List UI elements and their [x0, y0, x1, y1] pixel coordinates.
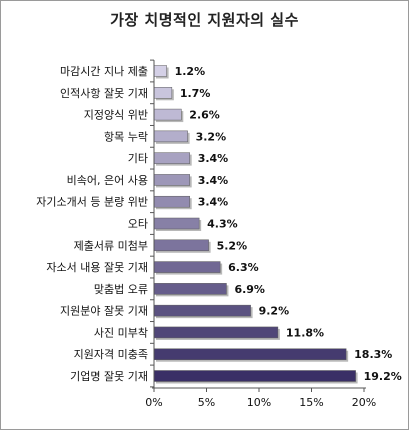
- data-label: 3.4%: [198, 174, 229, 187]
- category-label: 마감시간 지나 제출: [60, 65, 148, 78]
- category-label: 오타: [128, 218, 148, 231]
- bar: [153, 195, 190, 208]
- bar: [153, 261, 221, 273]
- category-label: 비속어, 은어 사용: [67, 174, 148, 187]
- category-label: 지원자격 미충족: [74, 348, 148, 361]
- data-label: 3.4%: [198, 152, 229, 165]
- data-label: 19.2%: [364, 370, 402, 383]
- data-label: 11.8%: [286, 326, 324, 339]
- bar: [153, 65, 167, 77]
- bar: [153, 174, 190, 186]
- category-label: 인적사항 잘못 기재: [60, 87, 148, 100]
- data-label: 3.2%: [196, 130, 227, 143]
- bar: [153, 326, 279, 339]
- category-label: 제출서류 미첨부: [74, 239, 148, 252]
- x-tick-label: 15%: [299, 396, 323, 409]
- category-label: 맞춤법 오류: [94, 283, 148, 296]
- bar: [153, 108, 182, 121]
- bar: [153, 130, 188, 143]
- x-tick-label: 10%: [247, 396, 271, 409]
- data-label: 5.2%: [217, 239, 248, 252]
- data-label: 4.3%: [207, 218, 238, 231]
- data-label: 2.6%: [189, 109, 220, 122]
- data-label: 1.7%: [180, 87, 211, 100]
- category-label: 자소서 내용 잘못 기재: [46, 261, 148, 274]
- data-label: 6.9%: [234, 283, 265, 296]
- x-tick-label: 20%: [352, 396, 376, 409]
- bar: [153, 370, 356, 382]
- chart-title: 가장 치명적인 지원자의 실수: [110, 11, 299, 29]
- data-label: 3.4%: [198, 196, 229, 209]
- data-label: 18.3%: [354, 348, 392, 361]
- bar: [153, 304, 251, 317]
- bar: [153, 348, 347, 360]
- bar: [153, 152, 190, 164]
- bar: [153, 87, 173, 99]
- category-label: 사진 미부착: [94, 326, 148, 339]
- data-label: 1.2%: [175, 65, 206, 78]
- category-label: 기타: [128, 152, 148, 165]
- bar: [153, 217, 200, 230]
- category-label: 지원분야 잘못 기재: [60, 305, 148, 318]
- x-tick-label: 5%: [198, 396, 215, 409]
- data-label: 9.2%: [259, 305, 290, 318]
- category-label: 항목 누락: [104, 130, 148, 143]
- category-label: 기업명 잘못 기재: [70, 370, 148, 383]
- category-label: 지정양식 위반: [84, 109, 148, 122]
- x-tick-label: 0%: [145, 396, 162, 409]
- data-label: 6.3%: [228, 261, 259, 274]
- category-label: 자기소개서 등 분량 위반: [36, 196, 148, 209]
- bar: [153, 239, 209, 252]
- bar: [153, 283, 227, 295]
